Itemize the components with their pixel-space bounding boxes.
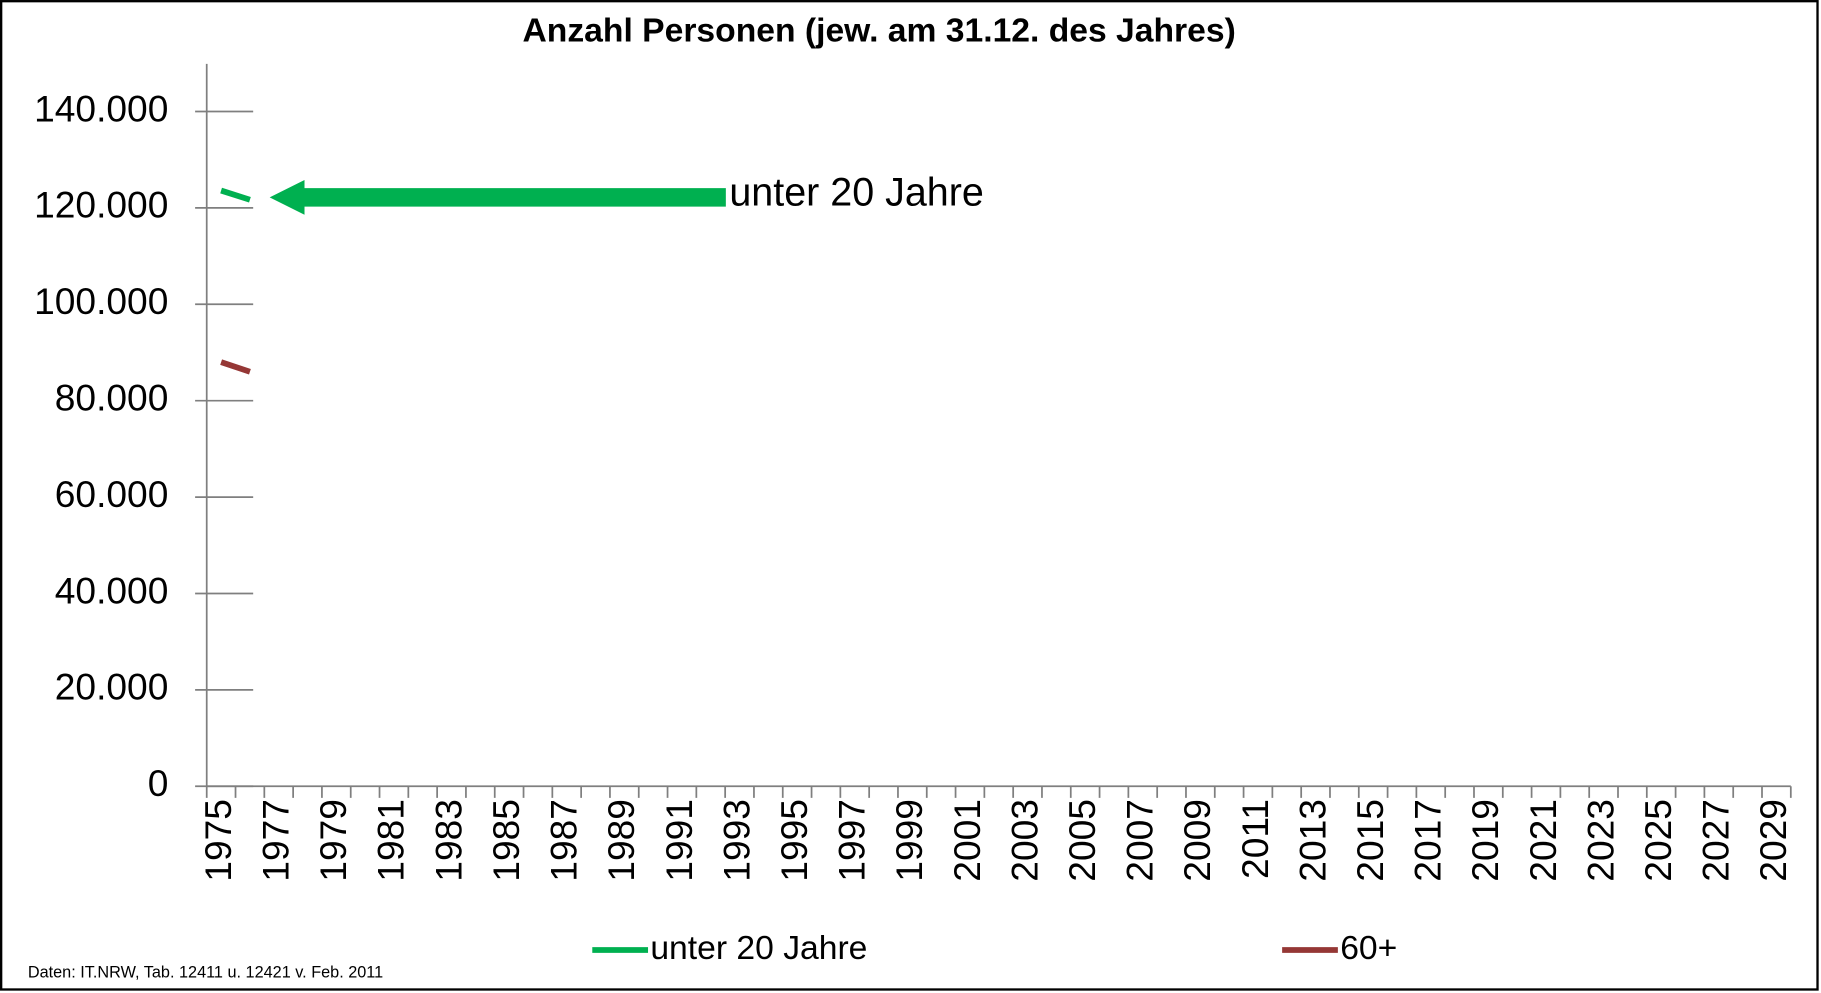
x-tick-label: 2021 [1522,799,1564,882]
annotation-arrow [269,179,726,215]
y-tick-label: 60.000 [55,473,169,515]
y-tick-label: 40.000 [55,569,169,611]
y-tick-label: 140.000 [34,87,168,129]
x-tick-label: 1993 [715,799,757,882]
x-tick-label: 2007 [1119,799,1161,882]
x-tick-label: 1979 [312,799,354,882]
legend-label: 60+ [1340,930,1397,967]
x-tick-label: 2025 [1637,799,1679,882]
y-tick-label: 20.000 [55,666,169,708]
x-tick-label: 1985 [485,799,527,882]
y-tick-label: 120.000 [34,184,168,226]
annotation-text: unter 20 Jahre [729,170,984,214]
y-tick-label: 80.000 [55,377,169,419]
x-tick-label: 2019 [1464,799,1506,882]
x-tick-label: 1997 [831,799,873,882]
x-tick-label: 1995 [773,799,815,882]
x-tick-label: 2015 [1349,799,1391,882]
x-tick-label: 1989 [600,799,642,882]
source-note: Daten: IT.NRW, Tab. 12411 u. 12421 v. Fe… [28,964,383,982]
x-tick-label: 1975 [197,799,239,882]
chart-title: Anzahl Personen (jew. am 31.12. des Jahr… [522,12,1235,49]
x-tick-label: 2027 [1695,799,1737,882]
x-tick-label: 2009 [1176,799,1218,882]
x-tick-label: 2013 [1291,799,1333,882]
x-tick-label: 2023 [1579,799,1621,882]
series-line [220,187,251,203]
x-tick-label: 1983 [427,799,469,882]
x-tick-label: 2017 [1407,799,1449,882]
y-tick-label: 100.000 [34,280,168,322]
y-tick-label: 0 [148,762,169,804]
x-tick-label: 1977 [255,799,297,882]
x-tick-label: 1991 [658,799,700,882]
series-line [220,359,251,375]
x-tick-label: 2011 [1234,799,1276,879]
x-tick-label: 2005 [1061,799,1103,882]
x-tick-label: 1981 [370,799,412,882]
x-tick-label: 1987 [543,799,585,882]
legend-label: unter 20 Jahre [650,930,867,967]
x-tick-label: 2003 [1003,799,1045,882]
x-tick-label: 2029 [1752,799,1794,882]
x-tick-label: 1999 [888,799,930,882]
x-tick-label: 2001 [946,799,988,882]
